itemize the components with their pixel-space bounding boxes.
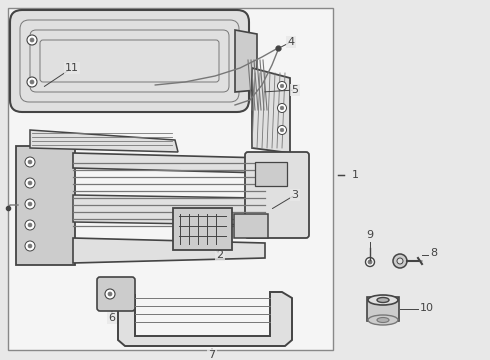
Ellipse shape [377,297,389,302]
Circle shape [27,35,37,45]
Polygon shape [73,153,265,173]
FancyBboxPatch shape [234,214,268,238]
Circle shape [28,181,32,185]
Text: 5: 5 [292,85,298,95]
Polygon shape [118,292,292,346]
FancyBboxPatch shape [367,297,399,321]
Circle shape [108,292,112,296]
Text: 10: 10 [420,303,434,313]
Text: 2: 2 [217,250,223,260]
Ellipse shape [368,315,398,325]
Circle shape [280,84,284,88]
FancyBboxPatch shape [173,208,232,250]
FancyBboxPatch shape [10,10,249,112]
Circle shape [25,178,35,188]
Circle shape [28,244,32,248]
Circle shape [25,199,35,209]
Text: 3: 3 [292,190,298,200]
Circle shape [280,106,284,110]
Ellipse shape [368,295,398,305]
Text: 9: 9 [367,230,373,240]
Circle shape [366,257,374,266]
Text: 1: 1 [352,170,359,180]
Circle shape [25,157,35,167]
Circle shape [28,223,32,227]
Circle shape [30,80,34,84]
Circle shape [25,241,35,251]
Polygon shape [235,30,257,92]
Polygon shape [252,68,290,153]
Circle shape [28,202,32,206]
Text: 4: 4 [288,37,294,47]
FancyBboxPatch shape [8,8,333,350]
Circle shape [27,77,37,87]
Polygon shape [73,238,265,263]
Circle shape [277,104,287,112]
FancyBboxPatch shape [16,146,75,265]
Ellipse shape [377,318,389,323]
Text: 7: 7 [208,350,216,360]
Polygon shape [30,130,178,152]
Circle shape [105,289,115,299]
Circle shape [25,220,35,230]
FancyBboxPatch shape [255,162,287,186]
Text: 11: 11 [65,63,79,73]
Circle shape [28,160,32,164]
Circle shape [277,81,287,90]
Circle shape [30,38,34,42]
Circle shape [280,128,284,132]
Circle shape [277,126,287,135]
Text: 8: 8 [430,248,437,258]
Circle shape [397,258,403,264]
Circle shape [393,254,407,268]
Circle shape [368,260,372,264]
Polygon shape [73,195,260,225]
Text: 6: 6 [108,313,116,323]
FancyBboxPatch shape [245,152,309,238]
FancyBboxPatch shape [97,277,135,311]
